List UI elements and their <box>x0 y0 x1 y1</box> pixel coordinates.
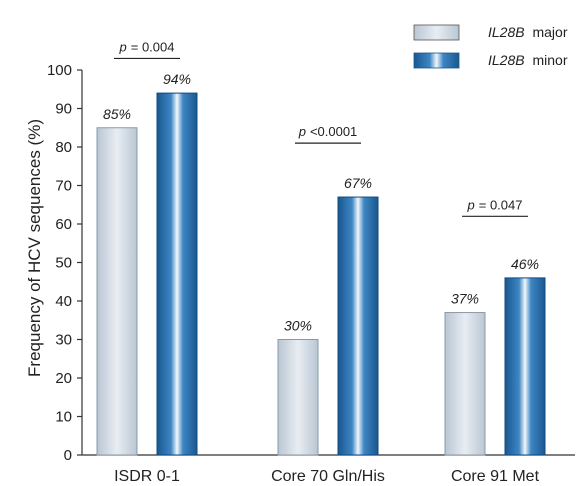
y-tick-label: 80 <box>55 139 72 156</box>
y-tick-label: 30 <box>55 332 72 349</box>
legend-label-major-name: major <box>532 24 567 40</box>
y-axis-ticks: 0 10 20 30 40 50 60 70 80 90 100 <box>47 62 82 464</box>
bar-minor-0 <box>156 92 198 456</box>
category-label-2: Core 91 Met <box>451 468 540 485</box>
p-value-text: = 0.004 <box>131 39 175 54</box>
y-tick-label: 0 <box>64 447 72 464</box>
p-value-label-0: p = 0.004 <box>119 39 175 54</box>
y-tick-label: 90 <box>55 101 72 118</box>
p-symbol: p <box>467 197 475 212</box>
bar-minor-2 <box>504 277 546 456</box>
y-tick-label: 50 <box>55 255 72 272</box>
data-label-minor-0: 94% <box>163 71 191 87</box>
bar-minor-1 <box>337 196 379 456</box>
p-symbol: p <box>119 39 127 54</box>
y-tick-label: 20 <box>55 370 72 387</box>
legend-label-major-italic: IL28B <box>488 24 525 40</box>
p-value-text: <0.0001 <box>310 124 357 139</box>
p-value-text: = 0.047 <box>479 197 523 212</box>
category-labels: ISDR 0-1 Core 70 Gln/His Core 91 Met <box>114 468 539 485</box>
data-label-major-1: 30% <box>284 318 312 334</box>
data-labels: 85% 30% 37% 94% 67% 46% <box>103 71 539 333</box>
legend-label-minor: IL28B minor <box>488 52 568 68</box>
y-tick-label: 60 <box>55 216 72 233</box>
legend-label-minor-name: minor <box>532 52 567 68</box>
bar-major-1 <box>277 339 319 456</box>
bar-major-0 <box>96 127 138 456</box>
data-label-major-2: 37% <box>451 291 479 307</box>
y-tick-label: 10 <box>55 409 72 426</box>
y-tick-label: 100 <box>47 62 72 79</box>
data-label-major-0: 85% <box>103 106 131 122</box>
y-tick-label: 70 <box>55 178 72 195</box>
p-value-annotations: p = 0.004 p <0.0001 p = 0.047 <box>114 39 528 217</box>
data-label-minor-1: 67% <box>344 175 372 191</box>
category-label-0: ISDR 0-1 <box>114 468 180 485</box>
legend-label-minor-italic: IL28B <box>488 52 525 68</box>
p-value-label-1: p <0.0001 <box>298 124 358 139</box>
category-label-1: Core 70 Gln/His <box>271 468 385 485</box>
p-value-label-2: p = 0.047 <box>467 197 523 212</box>
legend-swatch-major <box>413 24 460 41</box>
legend-label-major: IL28B major <box>488 24 568 40</box>
y-axis-label: Frequency of HCV sequences (%) <box>25 119 44 377</box>
data-label-minor-2: 46% <box>511 256 539 272</box>
y-tick-label: 40 <box>55 293 72 310</box>
legend-swatch-minor <box>413 52 460 69</box>
bars <box>96 92 546 456</box>
p-symbol: p <box>298 124 306 139</box>
legend: IL28B major IL28B minor <box>413 24 568 69</box>
bar-major-2 <box>444 312 486 456</box>
